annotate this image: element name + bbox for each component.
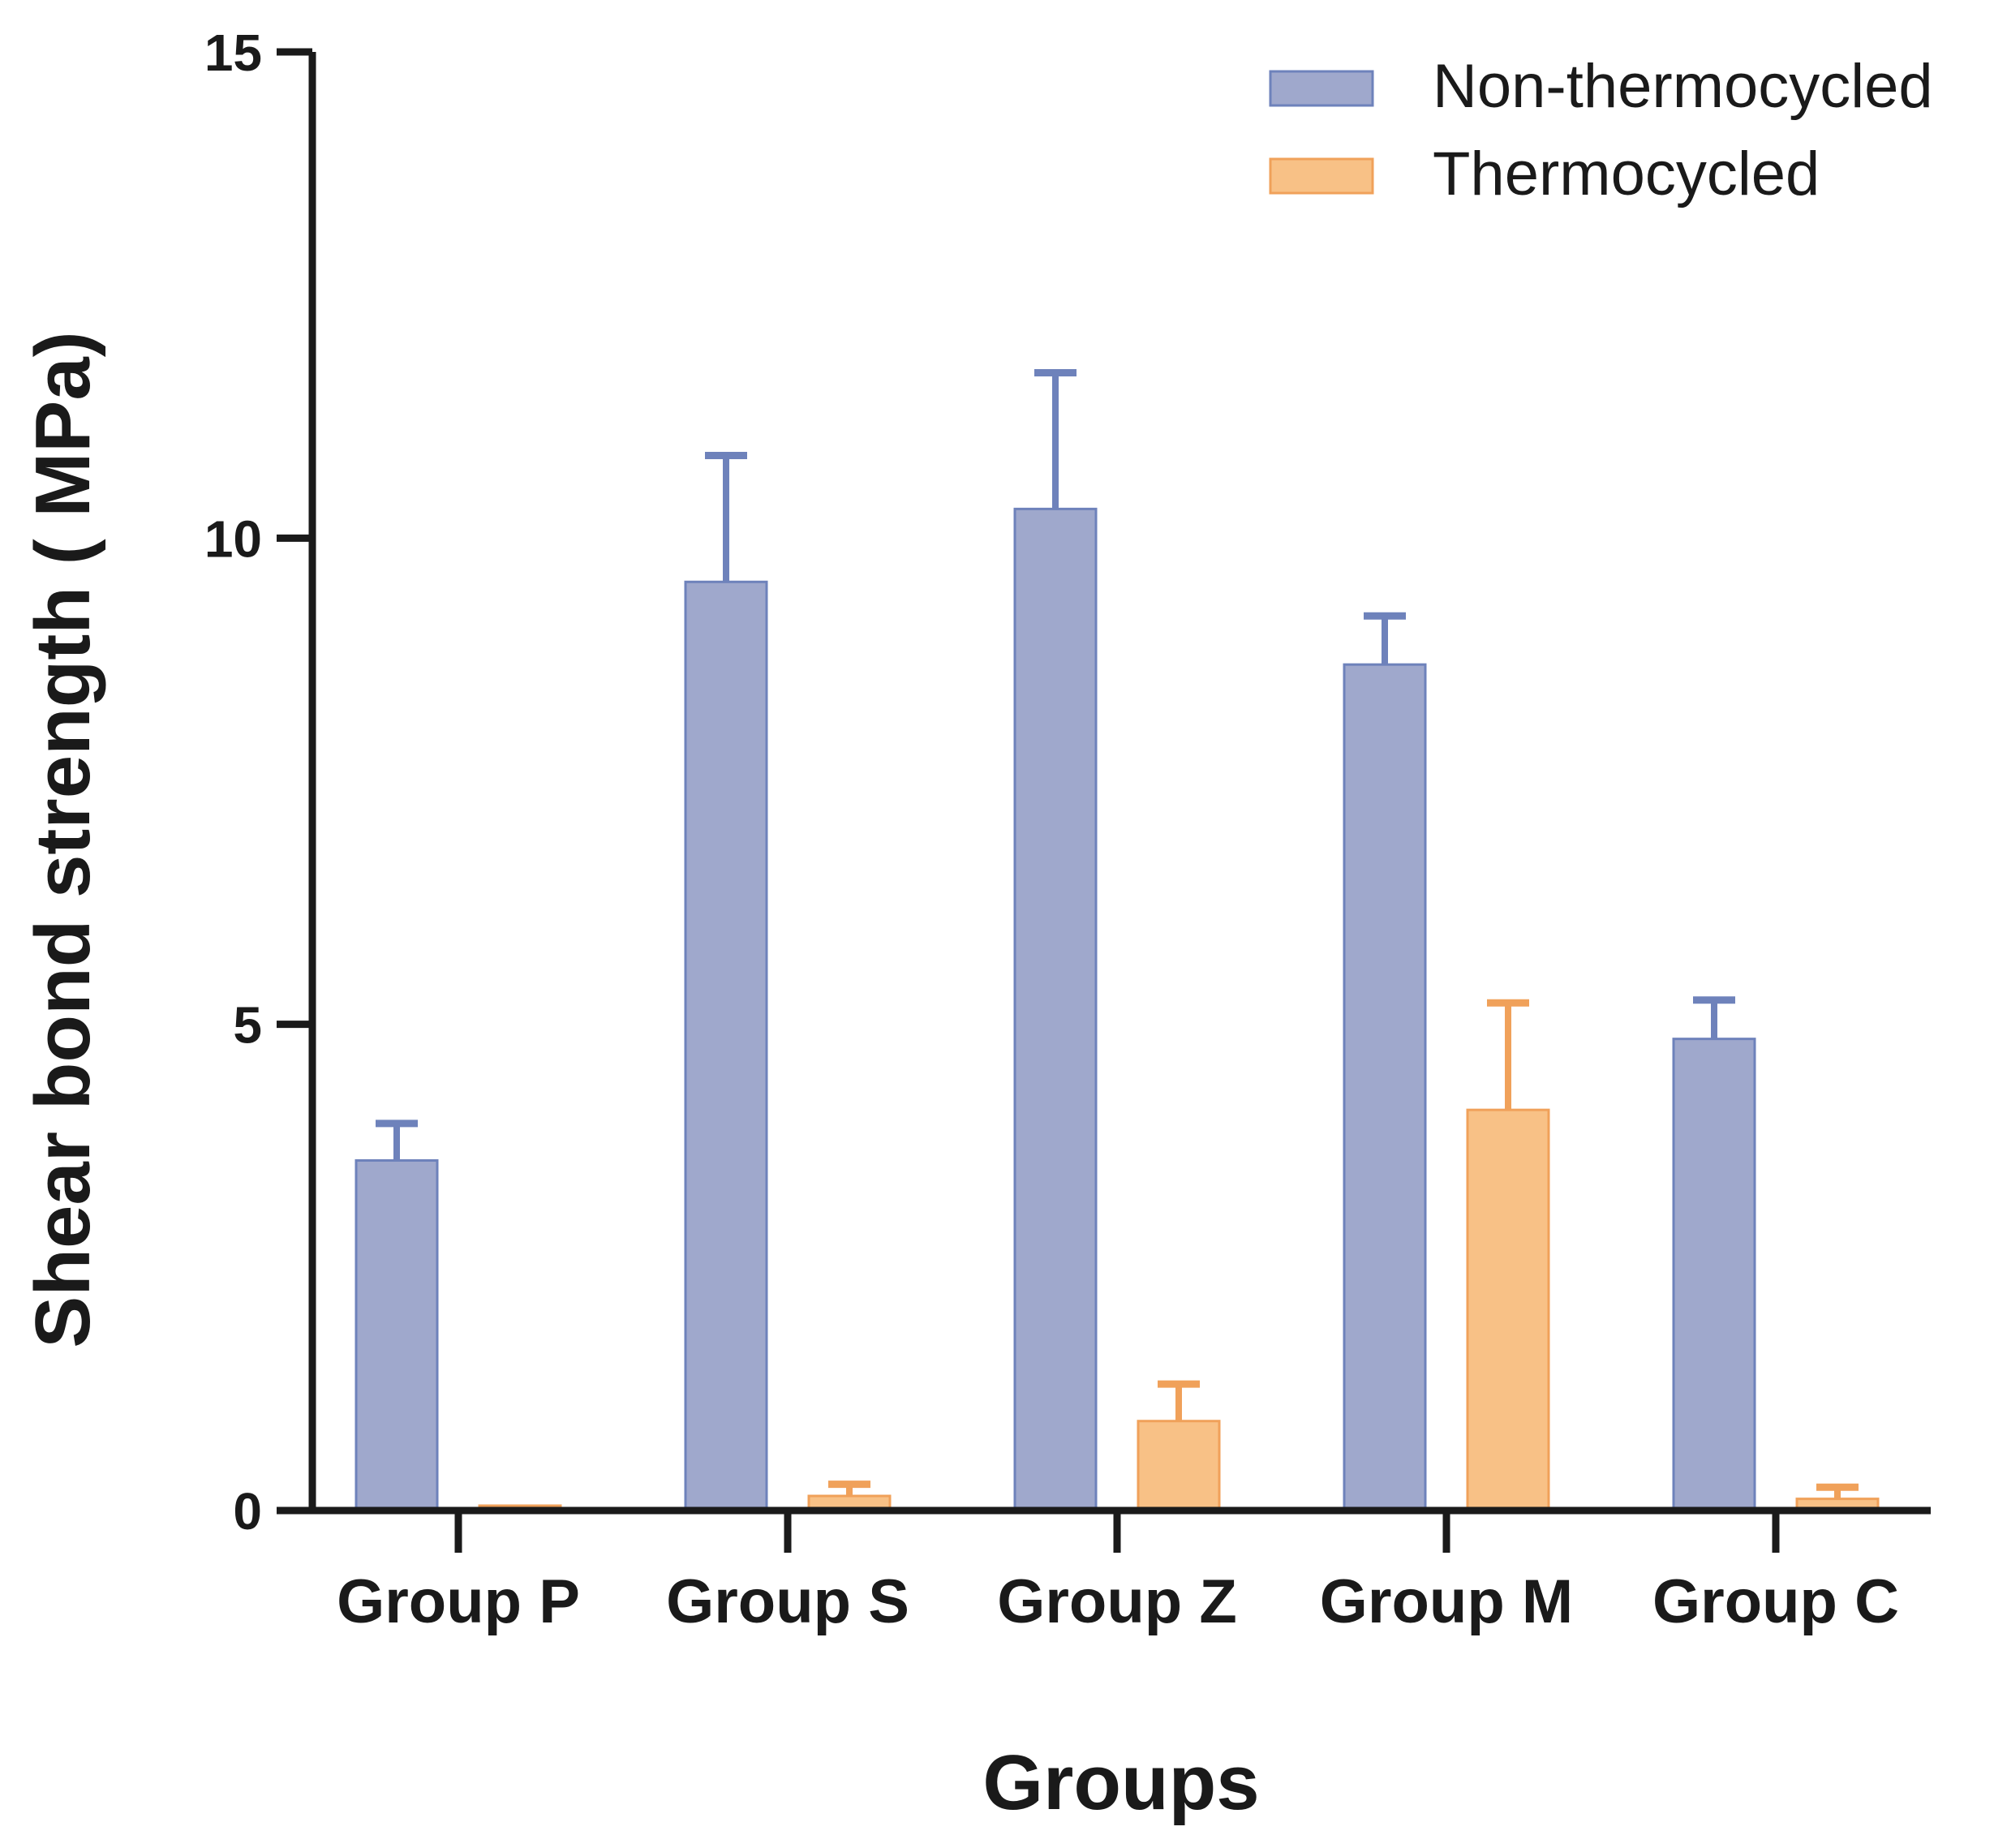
y-tick-label: 10: [204, 509, 262, 568]
x-tick-label: Group C: [1652, 1567, 1899, 1636]
y-tick-label: 5: [233, 996, 262, 1055]
legend: Non-thermocycled Thermocycled: [1269, 52, 1933, 208]
bar-non-thermocycled: [1672, 1038, 1756, 1512]
bar-non-thermocycled: [355, 1158, 439, 1512]
legend-swatch: [1269, 157, 1374, 195]
y-ticks-layer: 0 5 10 15: [204, 24, 312, 1541]
legend-swatch: [1269, 70, 1374, 107]
bar-non-thermocycled: [1343, 663, 1427, 1512]
y-tick-label: 15: [204, 24, 262, 82]
x-ticks-layer: Group P Group S Group Z Group M Group C: [337, 1511, 1899, 1636]
x-tick-label: Group S: [666, 1567, 909, 1636]
error-bars-layer: [376, 369, 1859, 1499]
legend-label: Non-thermocycled: [1433, 52, 1933, 121]
bar-non-thermocycled: [1013, 507, 1098, 1512]
x-tick-label: Group M: [1320, 1567, 1573, 1636]
x-tick-label: Group P: [337, 1567, 580, 1636]
x-tick-label: Group Z: [997, 1567, 1237, 1636]
bar-thermocycled: [1137, 1420, 1221, 1512]
x-axis-title: Groups: [982, 1739, 1259, 1826]
y-axis-title: Shear bond strength ( MPa): [19, 331, 106, 1347]
bar-thermocycled: [1466, 1108, 1550, 1512]
bar-non-thermocycled: [684, 580, 768, 1512]
bars-layer: [355, 507, 1880, 1512]
legend-label: Thermocycled: [1433, 140, 1820, 208]
y-tick-label: 0: [233, 1482, 262, 1541]
